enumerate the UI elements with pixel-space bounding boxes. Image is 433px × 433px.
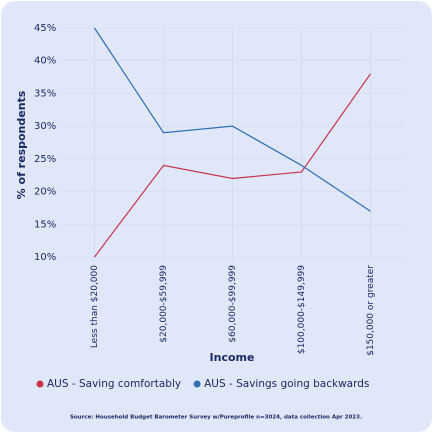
series-line	[93, 27, 371, 212]
source-note: Source: Household Budget Barometer Surve…	[70, 415, 362, 421]
legend-swatch	[193, 380, 201, 388]
y-tick-label: 30%	[34, 121, 56, 132]
y-tick-label: 15%	[34, 219, 56, 230]
x-tick-label: $150,000 or greater	[366, 265, 376, 356]
legend-swatch	[36, 380, 44, 388]
x-tick-label: $100,000-$149,999	[297, 265, 307, 354]
y-axis-label: % of respondents	[15, 90, 28, 199]
y-tick-label: 35%	[34, 88, 56, 99]
x-tick-label: $20,000-$59,999	[159, 265, 169, 343]
x-tick-label: Less than $20,000	[90, 265, 100, 348]
x-axis-label: Income	[210, 351, 255, 364]
legend-label: AUS - Savings going backwards	[204, 378, 369, 390]
y-tick-label: 20%	[34, 187, 56, 198]
y-tick-label: 40%	[34, 56, 56, 67]
x-tick-label: $60,000-$99,999	[228, 265, 238, 343]
series-line	[94, 73, 371, 258]
y-tick-label: 45%	[34, 23, 56, 34]
y-tick-label: 25%	[34, 154, 56, 165]
y-tick-label: 10%	[34, 252, 56, 263]
legend-label: AUS - Saving comfortably	[47, 378, 181, 390]
